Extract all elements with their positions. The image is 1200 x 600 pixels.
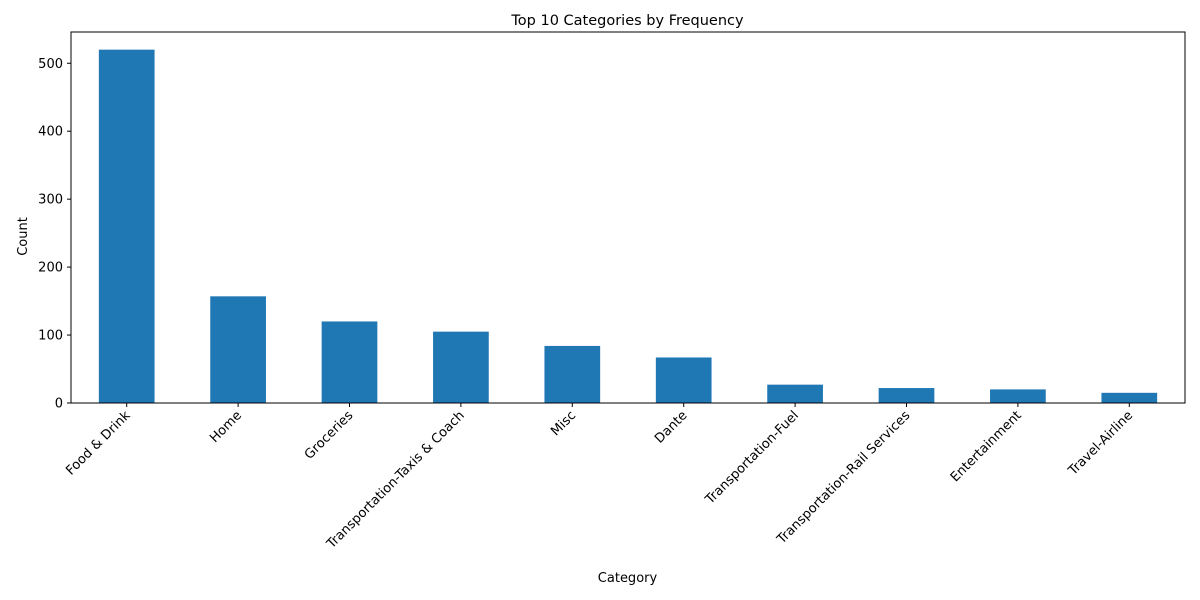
x-tick-label: Dante (652, 408, 690, 446)
y-tick-label: 0 (55, 397, 63, 412)
x-tick-label: Transportation-Fuel (702, 408, 802, 508)
x-tick-label: Food & Drink (63, 408, 134, 479)
bar (433, 331, 489, 403)
bar (98, 49, 155, 404)
y-tick-label: 100 (38, 329, 63, 344)
y-tick-label: 500 (38, 57, 63, 72)
bar (1101, 392, 1158, 403)
bar (878, 388, 935, 403)
x-tick-label: Entertainment (948, 408, 1025, 485)
y-tick-label: 300 (38, 193, 63, 208)
bars-group (98, 49, 1158, 404)
chart-title: Top 10 Categories by Frequency (510, 13, 744, 29)
y-tick-label: 200 (38, 261, 63, 276)
x-axis: Food & Drink Home Groceries Transportation-… (63, 403, 1136, 552)
x-tick-label: Misc (548, 408, 579, 439)
x-tick-label: Groceries (302, 408, 357, 463)
bar (321, 321, 378, 403)
x-tick-label: Transportation-Rail Services (774, 408, 914, 548)
x-axis-label: Category (598, 571, 658, 586)
y-axis: 0 100 200 300 400 500 (38, 57, 71, 412)
plot-area-frame (70, 31, 1186, 404)
y-axis-label: Count (16, 217, 31, 256)
bar (767, 384, 823, 403)
x-tick-label: Home (207, 408, 245, 446)
bar (990, 389, 1046, 403)
y-tick-label: 400 (38, 125, 63, 140)
x-tick-label: Travel-Airline (1065, 408, 1136, 479)
bar (210, 296, 266, 403)
bar (655, 357, 712, 403)
bar (544, 345, 601, 403)
